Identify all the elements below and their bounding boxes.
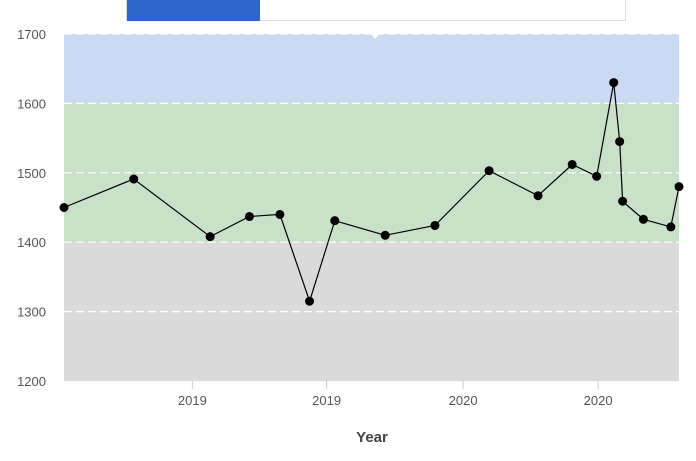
y-axis: 1200 1300 1400 1500 1600 1700: [17, 27, 46, 389]
x-tick-label: 2020: [449, 393, 478, 408]
data-point[interactable]: [609, 78, 619, 88]
data-point[interactable]: [666, 222, 676, 232]
data-point[interactable]: [638, 214, 648, 224]
x-tick-label: 2019: [178, 393, 207, 408]
data-point[interactable]: [59, 203, 69, 212]
data-point[interactable]: [305, 296, 315, 306]
data-point[interactable]: [567, 159, 577, 169]
data-point[interactable]: [380, 230, 390, 240]
x-axis-title: Year: [356, 429, 388, 446]
y-tick-label: 1300: [17, 305, 46, 320]
plot-band-3: [64, 34, 679, 104]
bands-layer: [64, 34, 679, 381]
series-markers-layer: [59, 78, 684, 306]
data-point[interactable]: [275, 209, 285, 219]
y-tick-label: 1600: [17, 96, 46, 111]
y-tick-label: 1500: [17, 166, 46, 181]
tooltip-pointer: [360, 21, 390, 39]
x-axis: 2019 2019 2020 2020: [178, 381, 613, 408]
data-point[interactable]: [205, 232, 215, 242]
y-tick-label: 1700: [17, 27, 46, 42]
x-tick-label: 2020: [584, 393, 613, 408]
tooltip-accent-bar: [127, 0, 260, 21]
data-point[interactable]: [129, 174, 139, 184]
data-point[interactable]: [615, 137, 625, 147]
data-point[interactable]: [244, 212, 254, 222]
x-tick-label: 2019: [312, 393, 341, 408]
data-point[interactable]: [618, 196, 628, 206]
data-point[interactable]: [674, 182, 684, 192]
data-point[interactable]: [533, 191, 543, 201]
y-tick-label: 1200: [17, 374, 46, 389]
data-point[interactable]: [330, 216, 340, 226]
data-point[interactable]: [484, 166, 494, 176]
tooltip-panel: [126, 0, 626, 21]
data-point[interactable]: [430, 221, 440, 231]
data-point[interactable]: [592, 171, 602, 181]
y-tick-label: 1400: [17, 235, 46, 250]
